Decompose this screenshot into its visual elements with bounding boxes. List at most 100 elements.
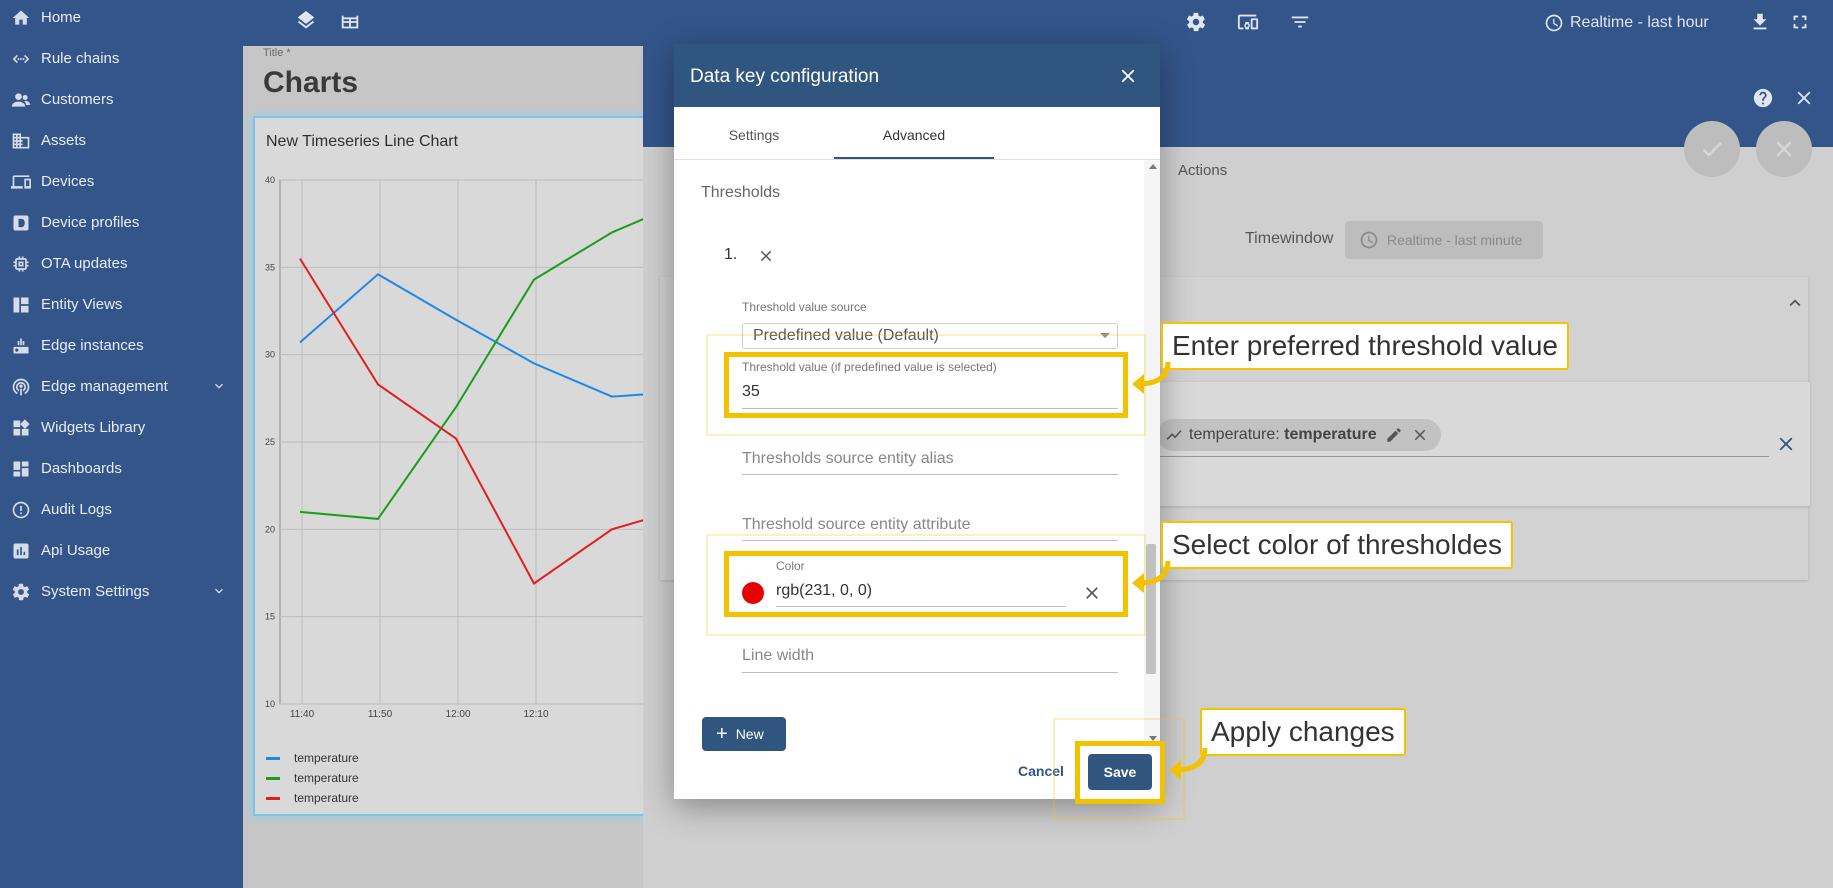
chevron-down-icon [211, 378, 227, 394]
sidebar-item-ota-updates[interactable]: OTA updates [0, 243, 243, 284]
save-highlight [1075, 741, 1165, 804]
clear-icon[interactable] [1775, 433, 1799, 457]
sidebar-item-api-usage[interactable]: Api Usage [0, 530, 243, 571]
entity-attribute-input[interactable]: Threshold source entity attribute [742, 516, 971, 533]
scroll-down-arrow[interactable] [1149, 736, 1157, 741]
sidebar-item-system-settings[interactable]: System Settings [0, 571, 243, 612]
sidebar-item-edge-instances[interactable]: Edge instances [0, 325, 243, 366]
filter-icon[interactable] [1289, 11, 1313, 35]
timewindow-label: Timewindow [1245, 230, 1334, 247]
series-line [299, 258, 645, 585]
color-swatch[interactable] [742, 582, 764, 604]
legend-item: temperature [266, 791, 359, 805]
series-line [299, 273, 645, 398]
field-underline [742, 474, 1118, 475]
remove-threshold-icon[interactable] [757, 247, 775, 265]
download-icon[interactable] [1749, 11, 1773, 35]
threshold-value-highlight [724, 352, 1128, 418]
sidebar-item-label: Edge management [41, 378, 168, 395]
sidebar-item-edge-management[interactable]: Edge management [0, 366, 243, 407]
remove-icon[interactable] [1411, 426, 1429, 444]
clear-color-icon[interactable] [1082, 583, 1102, 603]
legend-swatch [266, 796, 280, 800]
sidebar-item-label: Home [41, 9, 82, 26]
sidebar-item-assets[interactable]: Assets [0, 120, 243, 161]
clock-icon [1360, 231, 1378, 249]
tab-advanced[interactable]: Advanced [882, 127, 946, 143]
field-underline [742, 540, 1118, 541]
callout-arrow-icon [1132, 560, 1171, 593]
chevron-up-icon[interactable] [1784, 292, 1808, 316]
threshold-value-label: Threshold value (if predefined value is … [742, 360, 997, 374]
fullscreen-icon[interactable] [1789, 11, 1813, 35]
y-tick-label: 10 [265, 699, 275, 709]
tab-settings[interactable]: Settings [728, 127, 780, 143]
close-icon[interactable] [1117, 65, 1139, 87]
sidebar-item-devices[interactable]: Devices [0, 161, 243, 202]
field-underline [742, 408, 1118, 409]
widget-title: New Timeseries Line Chart [266, 133, 459, 150]
close-icon[interactable] [1793, 87, 1817, 111]
timeseries-icon [1166, 430, 1182, 440]
customers-icon [9, 88, 33, 112]
legend-item: temperature [266, 751, 359, 765]
apply-widget-button[interactable] [1684, 121, 1740, 177]
settings-icon[interactable] [1185, 11, 1209, 35]
sidebar-item-entity-views[interactable]: Entity Views [0, 284, 243, 325]
color-label: Color [776, 559, 805, 573]
gear-icon [9, 580, 33, 604]
dialog-title: Data key configuration [690, 66, 880, 87]
sidebar: Home Rule chains Customers Assets Device… [0, 0, 243, 888]
legend-swatch [266, 756, 280, 760]
sidebar-item-customers[interactable]: Customers [0, 79, 243, 120]
datakey-chip[interactable]: temperature: temperature [1157, 419, 1441, 451]
line-width-input[interactable]: Line width [742, 647, 815, 664]
page-title: Charts [263, 66, 359, 99]
entity-alias-input[interactable]: Thresholds source entity alias [742, 450, 954, 467]
sidebar-item-rule-chains[interactable]: Rule chains [0, 38, 243, 79]
scroll-up-arrow[interactable] [1149, 164, 1157, 169]
legend-item: temperature [266, 771, 359, 785]
top-toolbar: Realtime - last hour [243, 0, 1833, 46]
scrollbar-thumb[interactable] [1146, 544, 1156, 674]
timewindow-button[interactable]: Realtime - last hour [1544, 13, 1709, 33]
dialog-header: Data key configuration [674, 44, 1160, 107]
plus-icon: + [716, 723, 728, 745]
sidebar-item-label: Assets [41, 132, 87, 149]
timewindow-label: Realtime - last hour [1570, 14, 1709, 31]
y-tick-label: 25 [265, 437, 275, 447]
sidebar-item-dashboards[interactable]: Dashboards [0, 448, 243, 489]
sidebar-item-widgets-library[interactable]: Widgets Library [0, 407, 243, 448]
devices-layout-icon[interactable] [1237, 11, 1261, 35]
y-tick-label: 35 [265, 262, 275, 272]
x-tick-label: 11:40 [290, 709, 315, 720]
color-input[interactable]: rgb(231, 0, 0) [776, 582, 873, 599]
layers-icon[interactable] [295, 11, 319, 35]
timewindow-button[interactable]: Realtime - last minute [1345, 221, 1543, 259]
new-threshold-button[interactable]: + New [702, 717, 786, 751]
sidebar-item-label: Rule chains [41, 50, 120, 67]
sidebar-item-device-profiles[interactable]: Device profiles [0, 202, 243, 243]
value-source-select[interactable]: Predefined value (Default) [742, 323, 1118, 349]
sidebar-item-audit-logs[interactable]: Audit Logs [0, 489, 243, 530]
help-icon[interactable] [1752, 87, 1776, 111]
y-tick-label: 30 [265, 350, 275, 360]
layout-icon[interactable] [339, 11, 363, 35]
sidebar-item-label: Widgets Library [41, 419, 146, 436]
dropdown-caret-icon [1100, 333, 1110, 338]
legend-label: temperature [294, 771, 359, 785]
callout-arrow-icon [1132, 361, 1171, 394]
sidebar-item-label: Devices [41, 173, 95, 190]
title-field-label: Title * [263, 47, 291, 59]
threshold-value-input[interactable]: 35 [742, 383, 760, 400]
save-button[interactable]: Save [1088, 754, 1152, 790]
sidebar-item-home[interactable]: Home [0, 0, 243, 38]
edit-icon[interactable] [1385, 426, 1403, 444]
chart-widget[interactable] [253, 116, 645, 816]
legend-swatch [266, 776, 280, 780]
tab-divider [674, 159, 1160, 160]
callout-arrow-icon [1169, 747, 1208, 780]
tab-actions[interactable]: Actions [1178, 162, 1228, 179]
discard-widget-button[interactable] [1756, 121, 1812, 177]
cancel-button[interactable]: Cancel [1018, 763, 1064, 779]
